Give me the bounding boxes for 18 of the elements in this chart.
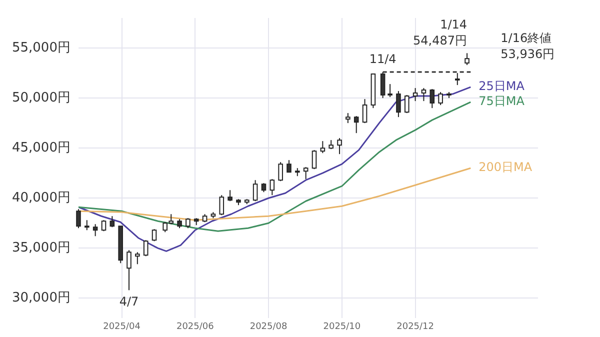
y-tick-label: 50,000円 [12, 90, 70, 106]
y-tick-label: 30,000円 [12, 290, 70, 306]
series-label: 75日MA [478, 94, 526, 108]
x-tick-label: 2025/10 [323, 322, 361, 332]
series-label: 25日MA [478, 79, 526, 94]
x-tick-label: 2025/08 [250, 322, 288, 332]
x-tick-label: 2025/12 [396, 322, 434, 332]
x-tick-label: 2025/04 [103, 322, 141, 332]
annotation: 4/7 [119, 294, 139, 308]
y-tick-label: 40,000円 [12, 190, 70, 206]
x-tick-label: 2025/06 [176, 322, 214, 332]
annotation: 1/14 54,487円 [413, 17, 468, 48]
annotation: 1/16終値 53,936円 [500, 30, 555, 61]
y-tick-label: 45,000円 [12, 140, 70, 156]
y-tick-label: 55,000円 [12, 40, 70, 56]
annotation: 11/4 [369, 52, 396, 66]
series-label: 200日MA [478, 160, 533, 174]
y-tick-label: 35,000円 [12, 240, 70, 256]
